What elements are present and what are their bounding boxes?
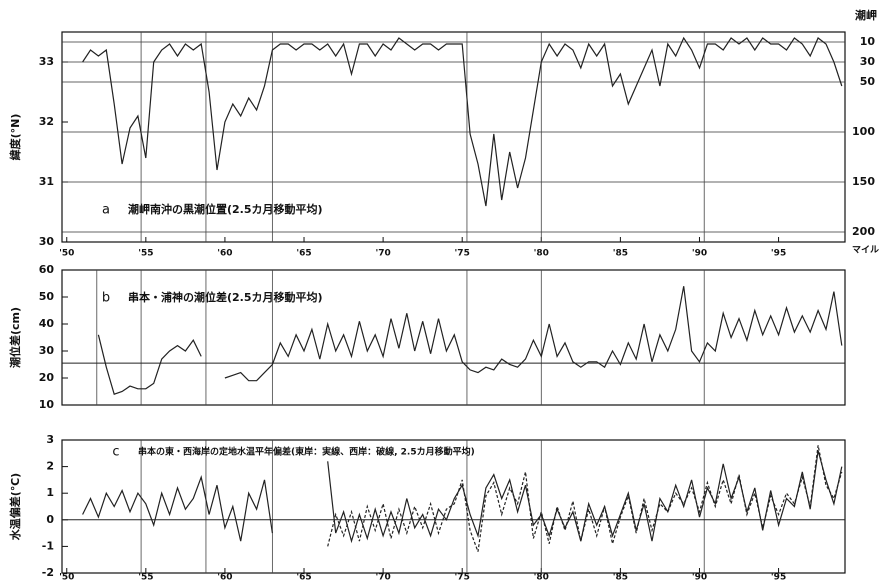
y2-unit: マイル: [852, 245, 879, 256]
y-tick-label: 60: [39, 263, 55, 276]
x-tick-label: '65: [296, 249, 311, 259]
y-axis-label: 水温偏差(℃): [8, 473, 22, 540]
y2-tick-label: 50: [860, 75, 876, 88]
x-tick-label: '95: [771, 249, 786, 259]
y-tick-label: 10: [39, 398, 55, 411]
x-tick-label: '85: [613, 573, 628, 581]
x-tick-label: '65: [296, 573, 311, 581]
y2-tick-label: 30: [860, 55, 876, 68]
x-tick-label: '90: [692, 249, 707, 259]
y-tick-label: 30: [39, 344, 55, 357]
y-tick-label: 20: [39, 371, 55, 384]
x-tick-label: '70: [375, 573, 390, 581]
y-axis-label: 緯度(°N): [8, 114, 22, 161]
panel-annotation: 潮岬南沖の黒潮位置(2.5カ月移動平均): [128, 202, 323, 216]
y-tick-label: 1: [46, 486, 54, 499]
panel-annotation: 串本・浦神の潮位差(2.5カ月移動平均): [128, 290, 323, 304]
x-tick-label: '80: [534, 249, 549, 259]
y2-tick-label: 150: [852, 175, 875, 188]
plot-frame: [61, 269, 846, 406]
x-tick-label: '80: [534, 573, 549, 581]
x-tick-label: '50: [59, 573, 74, 581]
panel-letter: c: [112, 445, 119, 460]
panel-letter: b: [102, 291, 110, 306]
x-tick-label: '60: [217, 249, 232, 259]
data-line: [82, 36, 843, 207]
x-tick-label: '75: [455, 573, 470, 581]
y2-tick-label: 200: [852, 225, 875, 238]
y-tick-label: 40: [39, 317, 55, 330]
panel-letter: a: [102, 203, 110, 218]
data-line: [327, 445, 843, 552]
y2-tick-label: 10: [860, 35, 876, 48]
data-line: [82, 450, 843, 544]
y-tick-label: 32: [39, 115, 54, 128]
data-line: [97, 286, 843, 395]
x-tick-label: '70: [375, 249, 390, 259]
x-tick-label: '60: [217, 573, 232, 581]
y-axis-label: 潮位差(cm): [8, 307, 22, 368]
y-tick-label: 0: [46, 513, 54, 526]
x-tick-label: '85: [613, 249, 628, 259]
y2-axis-label: 潮岬: [855, 8, 877, 22]
x-tick-label: '50: [59, 249, 74, 259]
x-tick-label: '75: [455, 249, 470, 259]
y-tick-label: -1: [42, 539, 54, 552]
panel-annotation: 串本の東・西海岸の定地水温平年偏差(東岸：実線、西岸：破線, 2.5カ月移動平均…: [138, 446, 475, 458]
x-tick-label: '95: [771, 573, 786, 581]
y-tick-label: 30: [39, 235, 55, 248]
y-tick-label: 33: [39, 55, 54, 68]
plot-frame: [61, 31, 846, 243]
x-tick-label: '55: [138, 573, 153, 581]
y-tick-label: 2: [46, 460, 54, 473]
y-tick-label: -2: [42, 566, 54, 579]
y-tick-label: 3: [46, 433, 54, 446]
x-tick-label: '55: [138, 249, 153, 259]
y2-tick-label: 100: [852, 125, 875, 138]
y-tick-label: 31: [39, 175, 54, 188]
plot-frame: [61, 439, 846, 574]
y-tick-label: 50: [39, 290, 55, 303]
x-tick-label: '90: [692, 573, 707, 581]
